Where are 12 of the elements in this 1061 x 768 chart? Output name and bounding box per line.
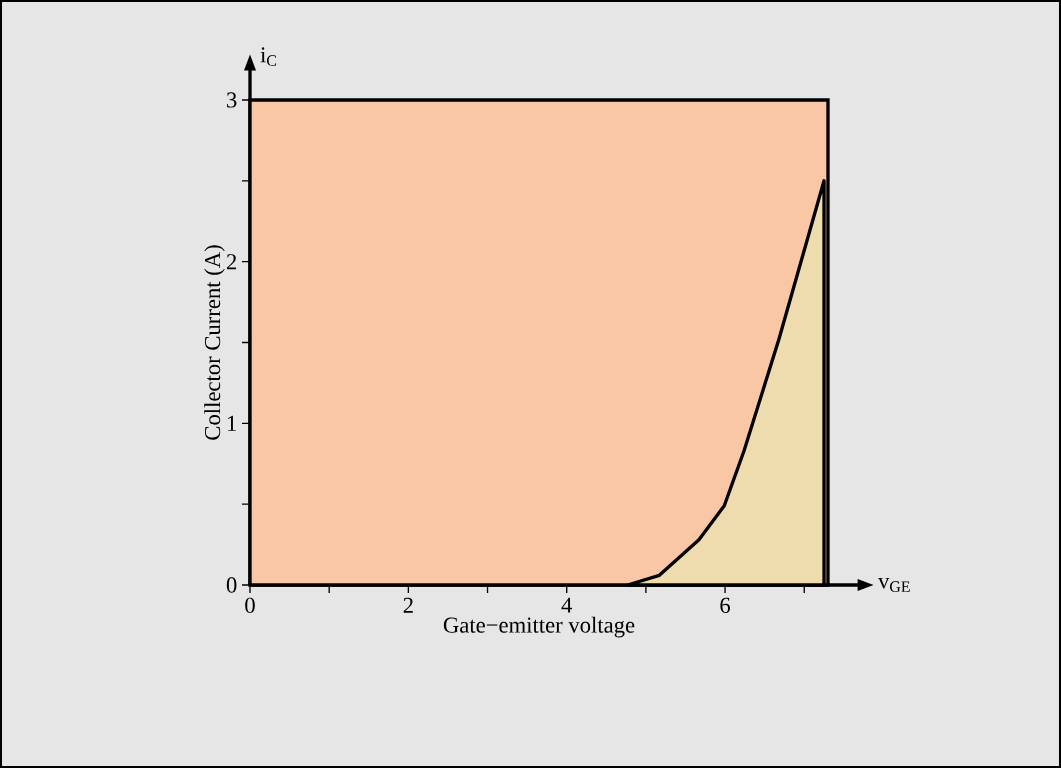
x-tick-label: 4 <box>561 597 573 613</box>
text: i$_{C}$ <box>260 47 277 66</box>
y-tick-label: 1 <box>227 415 236 431</box>
text: v$_{GE}$ <box>878 577 910 592</box>
y-tick-label: 2 <box>226 254 237 270</box>
y-tick-label: 3 <box>227 92 237 108</box>
x-tick-label: 2 <box>403 597 413 613</box>
x-axis-title: Gate−emitter voltage <box>443 616 635 638</box>
x-tick-label: 0 <box>245 597 255 613</box>
x-tick-label: 6 <box>720 597 731 613</box>
y-tick-label: 0 <box>226 577 237 593</box>
y-axis-title: Collector Current (A) <box>204 245 225 440</box>
